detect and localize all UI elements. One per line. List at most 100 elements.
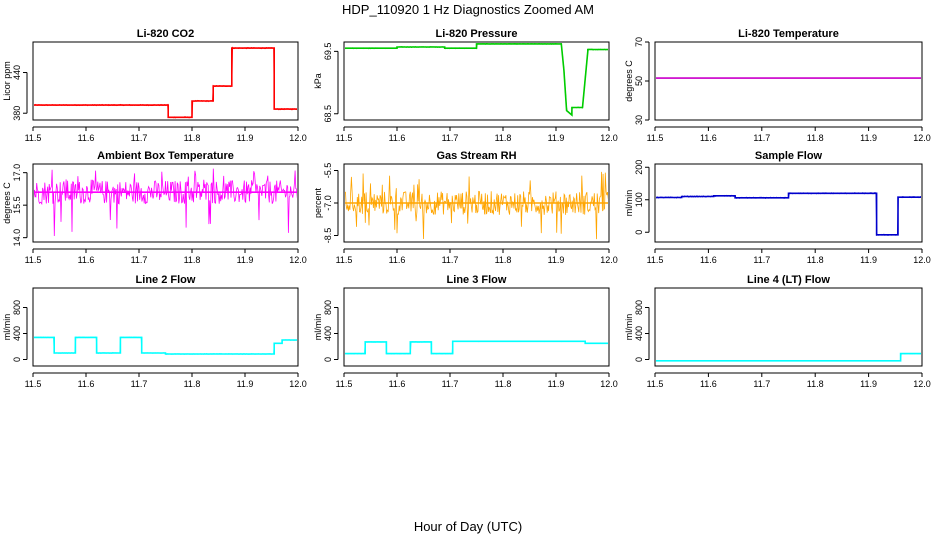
y-tick-label: 0 xyxy=(634,230,644,235)
panel-9: Line 4 (LT) Flow ml/min 11.5 11.6 11.7 11.8 11… xyxy=(624,274,931,389)
series-step-line xyxy=(656,352,921,362)
y-tick-label: 800 xyxy=(323,300,333,315)
y-tick-label: 15.5 xyxy=(12,196,22,214)
x-tick-label: 11.8 xyxy=(495,255,512,265)
y-tick-label: -7.0 xyxy=(323,195,333,211)
x-tick-label: 12.0 xyxy=(913,255,931,265)
x-tick-label: 12.0 xyxy=(289,255,307,265)
x-tick-label: 12.0 xyxy=(913,379,931,389)
plot-frame xyxy=(654,287,923,367)
series-step-line xyxy=(656,192,921,236)
panel-title: Gas Stream RH xyxy=(436,150,516,162)
y-tick-label: 0 xyxy=(12,357,22,362)
x-tick-label: 11.8 xyxy=(807,379,824,389)
x-tick-label: 11.6 xyxy=(700,133,717,143)
panel-title: Ambient Box Temperature xyxy=(97,150,234,162)
series-line xyxy=(34,336,297,355)
y-tick-label: 800 xyxy=(634,300,644,315)
y-tick-label: -8.5 xyxy=(323,228,333,244)
x-tick-label: 11.7 xyxy=(442,255,459,265)
panel-7: Line 2 Flow ml/min 11.5 11.6 11.7 11.8 11.9 12.… xyxy=(2,274,307,389)
x-tick-label: 11.7 xyxy=(753,255,770,265)
plot-frame xyxy=(32,41,299,121)
y-axis-label: ml/min xyxy=(2,314,12,341)
panel-grid: Li-820 CO2 Licor ppm 11.5 11.6 11.7 11.8 11.9 1… xyxy=(2,28,931,389)
y-tick-label: 400 xyxy=(12,326,22,341)
panel-2: Li-820 Pressure kPa 11.5 11.6 11.7 11.8 11.9 12… xyxy=(313,28,618,143)
x-tick-label: 11.6 xyxy=(700,255,717,265)
y-tick-label: 400 xyxy=(634,326,644,341)
panel-6: Sample Flow ml/min 11.5 11.6 11.7 11.8 11.9 12.… xyxy=(624,150,931,265)
x-tick-label: 11.9 xyxy=(860,133,877,143)
x-tick-label: 11.7 xyxy=(753,133,770,143)
plot-frame xyxy=(32,287,299,367)
series-line xyxy=(34,168,297,237)
series-step-line xyxy=(34,47,297,119)
x-tick-label: 11.7 xyxy=(753,379,770,389)
y-axis-label: kPa xyxy=(313,73,323,89)
x-tick-label: 11.8 xyxy=(495,133,512,143)
x-tick-label: 11.6 xyxy=(389,255,406,265)
x-tick-label: 12.0 xyxy=(600,379,618,389)
x-tick-label: 11.8 xyxy=(807,133,824,143)
y-tick-label: 440 xyxy=(12,65,22,80)
plot-frame xyxy=(343,41,610,121)
plot-frame xyxy=(32,163,299,243)
series-line xyxy=(656,192,921,237)
panel-title: Line 3 Flow xyxy=(447,274,507,286)
y-axis-label: ml/min xyxy=(624,190,634,217)
x-tick-label: 11.7 xyxy=(442,133,459,143)
x-tick-label: 12.0 xyxy=(289,133,307,143)
x-tick-label: 11.5 xyxy=(25,133,42,143)
y-axis-label: Licor ppm xyxy=(2,61,12,101)
x-tick-label: 11.6 xyxy=(389,133,406,143)
x-tick-label: 11.6 xyxy=(700,379,717,389)
plot-frame xyxy=(654,163,923,243)
x-tick-label: 11.5 xyxy=(336,133,353,143)
panel-title: Sample Flow xyxy=(755,150,823,162)
series-line xyxy=(656,352,921,362)
x-tick-label: 11.8 xyxy=(807,255,824,265)
panel-title: Line 2 Flow xyxy=(136,274,196,286)
plot-frame xyxy=(343,287,610,367)
y-axis-label: ml/min xyxy=(313,314,323,341)
y-tick-label: -5.5 xyxy=(323,163,333,179)
panel-title: Line 4 (LT) Flow xyxy=(747,274,830,286)
x-tick-label: 11.5 xyxy=(647,379,664,389)
y-tick-label: 400 xyxy=(323,326,333,341)
y-tick-label: 69.5 xyxy=(323,43,333,61)
x-tick-label: 11.8 xyxy=(184,133,201,143)
x-tick-label: 11.7 xyxy=(131,255,148,265)
y-axis-label: degrees C xyxy=(624,60,634,102)
x-tick-label: 11.9 xyxy=(237,133,254,143)
panel-title: Li-820 Temperature xyxy=(738,28,839,40)
x-tick-label: 11.9 xyxy=(237,379,254,389)
panel-4: Ambient Box Temperature degrees C 11.5 11.6… xyxy=(2,150,307,265)
x-tick-label: 11.5 xyxy=(336,255,353,265)
series-step-line xyxy=(345,340,608,355)
x-tick-label: 11.8 xyxy=(184,379,201,389)
panel-5: Gas Stream RH percent 11.5 11.6 11.7 11.8 11.9… xyxy=(313,150,618,265)
panel-3: Li-820 Temperature degrees C 11.5 11.6 11.7 1… xyxy=(624,28,931,143)
y-tick-label: 0 xyxy=(634,357,644,362)
x-tick-label: 11.9 xyxy=(860,379,877,389)
plot-frame xyxy=(343,163,610,243)
series-step-line xyxy=(345,43,608,117)
x-tick-label: 12.0 xyxy=(600,133,618,143)
panel-1: Li-820 CO2 Licor ppm 11.5 11.6 11.7 11.8 11.9 1… xyxy=(2,28,307,143)
panel-title: Li-820 CO2 xyxy=(137,28,194,40)
figure-xlabel: Hour of Day (UTC) xyxy=(414,519,522,534)
x-tick-label: 11.9 xyxy=(237,255,254,265)
x-tick-label: 11.8 xyxy=(184,255,201,265)
y-tick-label: 800 xyxy=(12,300,22,315)
x-tick-label: 11.5 xyxy=(25,255,42,265)
y-tick-label: 50 xyxy=(634,76,644,86)
y-tick-label: 0 xyxy=(323,357,333,362)
x-tick-label: 11.5 xyxy=(25,379,42,389)
x-tick-label: 11.9 xyxy=(548,133,565,143)
x-tick-label: 11.7 xyxy=(442,379,459,389)
x-tick-label: 11.6 xyxy=(389,379,406,389)
series-step-line xyxy=(34,336,297,355)
x-tick-label: 11.6 xyxy=(78,255,95,265)
x-tick-label: 11.9 xyxy=(548,255,565,265)
